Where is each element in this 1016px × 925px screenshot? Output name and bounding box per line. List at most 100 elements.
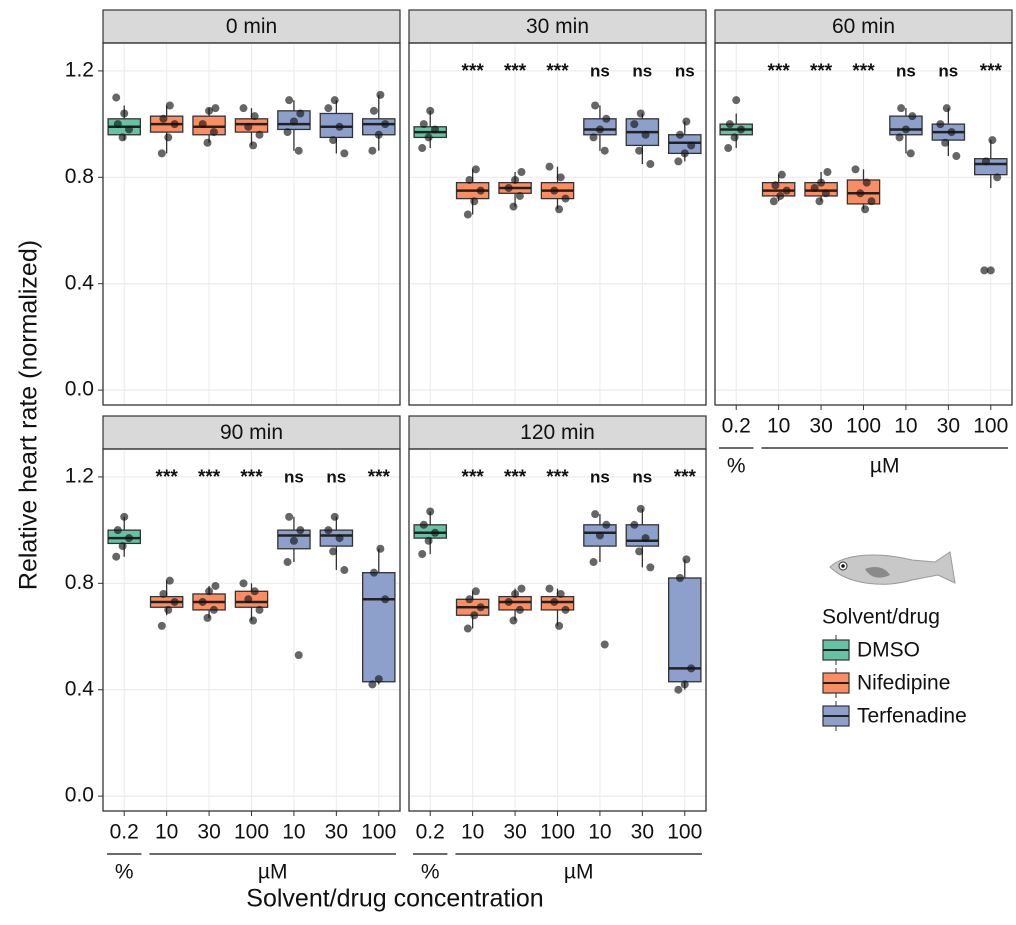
significance-label: ns [284, 467, 304, 486]
significance-label: ns [938, 61, 958, 80]
x-tick-label: 0.2 [722, 415, 751, 438]
x-tick-label: 100 [234, 821, 269, 844]
data-point [157, 621, 166, 630]
data-point [589, 558, 598, 567]
data-point [680, 680, 689, 689]
data-point [376, 90, 385, 99]
data-point [509, 202, 518, 211]
legend-label: Nifedipine [857, 672, 950, 695]
data-point [368, 146, 377, 155]
data-point [725, 120, 734, 129]
data-point [374, 675, 383, 684]
legend-label: Terfenadine [857, 705, 967, 728]
x-tick-label: 100 [973, 415, 1008, 438]
significance-label: *** [810, 61, 833, 82]
data-point [504, 597, 513, 606]
panel-title: 0 min [226, 15, 277, 38]
data-point [556, 173, 565, 182]
data-point [255, 605, 264, 614]
significance-label: *** [768, 61, 791, 82]
data-point [476, 603, 485, 612]
significance-label: ns [632, 467, 652, 486]
x-tick-label: 10 [282, 821, 305, 844]
data-point [376, 544, 385, 553]
significance-label: ns [326, 467, 346, 486]
y-tick-label: 0.0 [65, 378, 94, 401]
x-tick-label: 100 [361, 821, 396, 844]
data-point [118, 542, 127, 551]
significance-label: *** [980, 61, 1003, 82]
panel-title: 90 min [220, 421, 283, 444]
data-point [517, 584, 526, 593]
data-point [545, 584, 554, 593]
data-point [157, 149, 166, 158]
data-point [211, 581, 220, 590]
data-point [211, 104, 220, 113]
data-point [426, 106, 435, 115]
y-tick-label: 0.4 [65, 271, 95, 294]
x-tick-label: 0.2 [110, 821, 139, 844]
significance-label: *** [198, 467, 221, 488]
data-point [936, 120, 945, 129]
box [974, 158, 1008, 176]
data-point [426, 507, 435, 516]
data-point [821, 189, 830, 198]
data-point [595, 125, 604, 134]
legend-label: DMSO [857, 639, 920, 662]
data-point [504, 183, 513, 192]
data-point [589, 133, 598, 142]
unit-label: µM [564, 861, 594, 884]
data-point [980, 266, 989, 275]
data-point [249, 141, 258, 150]
data-point [203, 613, 212, 622]
unit-label: % [727, 455, 746, 478]
data-point [550, 597, 559, 606]
data-point [244, 122, 253, 131]
data-point [374, 130, 383, 139]
data-point [324, 526, 333, 535]
data-point [249, 616, 258, 625]
data-point [165, 101, 174, 110]
significance-label: ns [896, 61, 916, 80]
data-point [810, 183, 819, 192]
data-point [635, 146, 644, 155]
significance-label: *** [462, 61, 485, 82]
data-point [118, 133, 127, 142]
data-point [947, 128, 956, 137]
data-point [330, 512, 339, 521]
significance-label: *** [368, 467, 391, 488]
data-point [112, 93, 121, 102]
data-point [687, 141, 696, 150]
significance-label: ns [590, 61, 610, 80]
data-point [908, 112, 917, 121]
data-point [782, 186, 791, 195]
x-tick-label: 30 [325, 821, 348, 844]
significance-label: *** [156, 467, 179, 488]
data-point [641, 130, 650, 139]
unit-label: % [115, 861, 134, 884]
significance-label: *** [462, 467, 485, 488]
data-point [476, 186, 485, 195]
unit-label: % [421, 861, 440, 884]
box [413, 524, 447, 539]
y-tick-label: 1.2 [65, 58, 94, 81]
box [668, 577, 702, 683]
data-point [674, 157, 683, 166]
data-point [851, 165, 860, 174]
data-point [471, 587, 480, 596]
data-point [335, 122, 344, 131]
data-point [777, 170, 786, 179]
data-point [209, 605, 218, 614]
unit-label: µM [870, 455, 900, 478]
data-point [515, 191, 524, 200]
strip [102, 9, 401, 44]
data-point [465, 175, 474, 184]
x-tick-label: 100 [540, 821, 575, 844]
strip [714, 9, 1013, 44]
significance-label: *** [240, 467, 263, 488]
data-point [682, 117, 691, 126]
data-point [340, 566, 349, 575]
data-point [198, 120, 207, 129]
y-tick-label: 0.0 [65, 784, 94, 807]
